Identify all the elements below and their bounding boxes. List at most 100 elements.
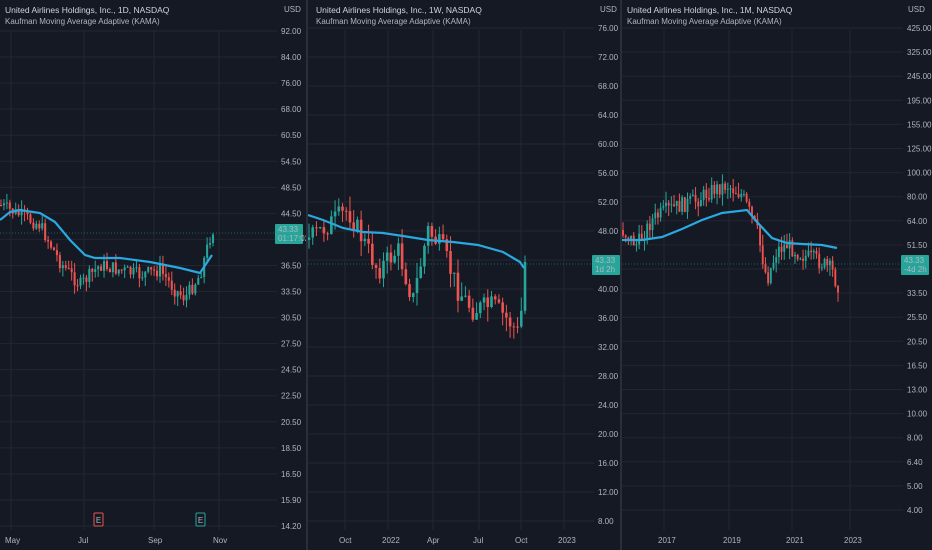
candle-body xyxy=(837,285,839,293)
candle-body xyxy=(713,185,716,194)
candle-body xyxy=(467,295,471,308)
candle-body xyxy=(651,218,654,231)
candle-body xyxy=(834,269,837,286)
y-axis-tick-label: 80.00 xyxy=(907,193,928,202)
candle-body xyxy=(460,296,463,301)
y-axis-tick-label: 27.50 xyxy=(281,340,302,349)
candle-body xyxy=(475,313,478,320)
y-axis-tick-label: 16.00 xyxy=(598,459,619,468)
candle-body xyxy=(117,269,120,274)
candle-body xyxy=(158,264,162,277)
candle-body xyxy=(523,261,527,311)
candle-body xyxy=(5,202,8,204)
candle-body xyxy=(167,277,170,281)
candle-body xyxy=(788,240,791,249)
candle-body xyxy=(748,201,751,207)
candle-body xyxy=(815,250,818,254)
currency-label: USD xyxy=(284,5,301,14)
y-axis-tick-label: 24.00 xyxy=(598,401,619,410)
y-axis-tick-label: 195.00 xyxy=(907,96,932,105)
candle-body xyxy=(804,255,807,261)
y-axis-tick-label: 14.20 xyxy=(281,522,302,531)
candle-body xyxy=(456,272,460,301)
candle-body xyxy=(807,250,810,256)
chart-canvas-weekly[interactable]: 76.00 72.00 68.00 64.00 60.00 56.00 52.00 48.00… xyxy=(308,0,620,550)
candle-body xyxy=(742,193,745,195)
candle-body xyxy=(764,264,767,273)
candle-body xyxy=(97,266,100,270)
candle-body xyxy=(802,258,805,261)
candle-body xyxy=(794,254,796,257)
currency-label: USD xyxy=(908,5,925,14)
candle-body xyxy=(648,223,651,231)
y-axis-tick-label: 30.50 xyxy=(281,314,302,323)
candle-body xyxy=(108,268,111,273)
candle-body xyxy=(724,183,727,190)
candle-body xyxy=(681,197,684,212)
candle-body xyxy=(716,184,719,194)
y-axis-tick-label: 84.00 xyxy=(281,53,302,62)
candle-body xyxy=(161,264,164,274)
candle-body xyxy=(482,297,486,303)
candle-body xyxy=(58,255,61,269)
candle-body xyxy=(828,260,831,266)
y-axis-tick-label: 16.50 xyxy=(907,361,928,370)
y-axis-tick-label: 245.00 xyxy=(907,72,932,81)
candle-body xyxy=(20,209,23,216)
candle-body xyxy=(452,272,456,274)
chart-canvas-monthly[interactable]: 425.00 325.00 245.00 195.00 155.00 125.00 100.… xyxy=(622,0,932,550)
candle-body xyxy=(41,223,44,229)
candle-body xyxy=(188,284,191,295)
candle-body xyxy=(796,254,799,259)
candle-body xyxy=(8,202,11,209)
chart-panel-daily[interactable]: 92.00 84.00 76.00 68.00 60.50 54.50 48.50 44.50… xyxy=(0,0,306,550)
indicator-label[interactable]: Kaufman Moving Average Adaptive (KAMA) xyxy=(627,17,782,26)
panel-divider[interactable] xyxy=(620,0,622,550)
candle-body xyxy=(200,276,203,279)
candle-body xyxy=(799,258,802,260)
candle-body xyxy=(826,259,829,266)
candle-body xyxy=(726,188,729,190)
candle-body xyxy=(326,233,329,235)
candle-body xyxy=(38,223,41,229)
candle-body xyxy=(76,285,79,287)
candle-body xyxy=(330,216,333,235)
candle-body xyxy=(150,267,153,270)
y-axis-tick-label: 4.00 xyxy=(907,506,923,515)
candle-body xyxy=(667,202,670,206)
chart-canvas-daily[interactable]: 92.00 84.00 76.00 68.00 60.50 54.50 48.50 44.50… xyxy=(0,0,306,550)
candle-body xyxy=(820,267,823,269)
panel-divider[interactable] xyxy=(306,0,308,550)
candle-body xyxy=(426,226,430,246)
y-axis-tick-label: 18.50 xyxy=(281,444,302,453)
chart-panel-monthly[interactable]: 425.00 325.00 245.00 195.00 155.00 125.00 100.… xyxy=(622,0,932,550)
candle-body xyxy=(371,243,374,266)
y-axis-tick-label: 44.50 xyxy=(281,209,302,218)
candle-body xyxy=(147,267,150,272)
y-axis-tick-label: 25.50 xyxy=(907,313,928,322)
y-axis-tick-label: 8.00 xyxy=(598,517,614,526)
candle-body xyxy=(138,267,141,279)
candle-body xyxy=(490,296,493,308)
candle-body xyxy=(689,196,692,199)
x-axis-tick-label: 2019 xyxy=(723,536,741,545)
candle-body xyxy=(61,265,64,269)
candle-body xyxy=(356,219,359,232)
y-axis-tick-label: 100.00 xyxy=(907,169,932,178)
indicator-label[interactable]: Kaufman Moving Average Adaptive (KAMA) xyxy=(316,17,471,26)
candle-body xyxy=(176,291,179,297)
candle-body xyxy=(772,262,775,269)
x-axis-tick-label: Oct xyxy=(515,536,528,545)
indicator-label[interactable]: Kaufman Moving Average Adaptive (KAMA) xyxy=(5,17,160,26)
candle-body xyxy=(464,295,467,297)
candle-body xyxy=(382,260,385,279)
chart-panel-weekly[interactable]: 76.00 72.00 68.00 64.00 60.00 56.00 52.00 48.00… xyxy=(308,0,620,550)
y-axis-tick-label: 64.00 xyxy=(907,217,928,226)
candle-body xyxy=(702,189,705,201)
x-axis-tick-label: 2021 xyxy=(786,536,804,545)
candle-body xyxy=(659,207,662,218)
y-axis-tick-label: 64.00 xyxy=(598,111,619,120)
candle-body xyxy=(694,194,697,202)
candle-body xyxy=(385,252,389,261)
y-axis-tick-label: 40.00 xyxy=(598,285,619,294)
